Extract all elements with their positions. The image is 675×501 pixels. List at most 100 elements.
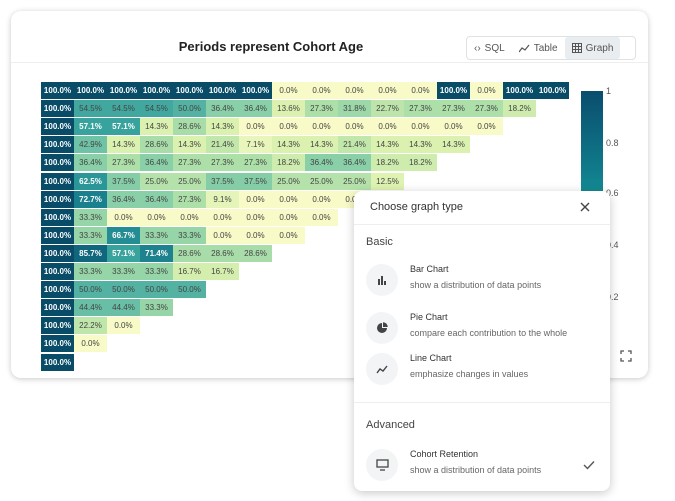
line-chart-option[interactable]: Line Chart emphasize changes in values (354, 349, 610, 389)
heatmap-cell: 36.4% (305, 154, 338, 172)
sql-tab-label: SQL (484, 42, 505, 54)
heatmap-cell: 100.0% (41, 118, 74, 136)
heatmap-cell: 14.3% (437, 136, 470, 154)
sql-tab[interactable]: ‹› SQL (467, 37, 512, 59)
heatmap-cell: 27.3% (173, 154, 206, 172)
heatmap-cell: 57.1% (74, 118, 107, 136)
heatmap-cell: 14.3% (107, 136, 140, 154)
close-icon[interactable] (578, 200, 592, 214)
heatmap-cell: 0.0% (239, 226, 272, 244)
heatmap-cell: 100.0% (41, 281, 74, 299)
heatmap-cell: 42.9% (74, 136, 107, 154)
heatmap-cell: 0.0% (305, 118, 338, 136)
heatmap-cell: 0.0% (107, 317, 140, 335)
heatmap-cell: 14.3% (305, 136, 338, 154)
heatmap-cell: 27.3% (206, 154, 239, 172)
heatmap-cell: 100.0% (41, 244, 74, 262)
heatmap-cell: 100.0% (173, 82, 206, 99)
heatmap-cell: 22.7% (371, 100, 404, 118)
card-header-divider (11, 62, 648, 63)
heatmap-cell: 85.7% (74, 244, 107, 262)
heatmap-cell: 100.0% (107, 82, 140, 99)
heatmap-cell: 100.0% (41, 317, 74, 335)
heatmap-cell: 14.3% (206, 118, 239, 136)
heatmap-cell: 50.0% (74, 281, 107, 299)
heatmap-cell: 100.0% (239, 82, 272, 99)
heatmap-cell: 0.0% (173, 208, 206, 226)
heatmap-cell: 0.0% (404, 118, 437, 136)
heatmap-cell: 54.5% (140, 100, 173, 118)
heatmap-cell: 33.3% (74, 263, 107, 280)
heatmap-cell: 7.1% (239, 136, 272, 154)
popover-divider (354, 402, 610, 403)
heatmap-cell: 0.0% (338, 82, 371, 99)
heatmap-cell: 14.3% (173, 136, 206, 154)
heatmap-cell: 54.5% (74, 100, 107, 118)
heatmap-cell: 36.4% (206, 100, 239, 118)
bar-chart-option[interactable]: Bar Chart show a distribution of data po… (354, 260, 610, 300)
heatmap-cell: 36.4% (140, 154, 173, 172)
colorbar-tick-label: 0.2 (606, 292, 619, 302)
heatmap-cell: 33.3% (140, 263, 173, 280)
colorbar-tick-label: 0.8 (606, 138, 619, 148)
heatmap-cell: 100.0% (41, 226, 74, 244)
heatmap-cell: 0.0% (272, 208, 305, 226)
heatmap-cell: 25.0% (338, 172, 371, 190)
heatmap-cell: 14.3% (371, 136, 404, 154)
chart-title: Periods represent Cohort Age (178, 39, 364, 54)
heatmap-cell: 0.0% (305, 208, 338, 226)
heatmap-cell: 0.0% (371, 82, 404, 99)
heatmap-cell: 0.0% (305, 82, 338, 99)
line-chart-title: Line Chart (410, 353, 452, 363)
heatmap-cell: 14.3% (272, 136, 305, 154)
heatmap-cell: 27.3% (173, 190, 206, 208)
heatmap-cell: 33.3% (74, 226, 107, 244)
popover-header: Choose graph type (354, 191, 610, 225)
graph-tab[interactable]: Graph (564, 37, 621, 59)
line-chart-desc: emphasize changes in values (410, 369, 529, 379)
pie-chart-option[interactable]: Pie Chart compare each contribution to t… (354, 308, 610, 348)
heatmap-cell: 27.3% (404, 100, 437, 118)
heatmap-cell: 66.7% (107, 226, 140, 244)
heatmap-cell: 0.0% (272, 82, 305, 99)
heatmap-cell: 9.1% (206, 190, 239, 208)
heatmap-cell: 100.0% (41, 82, 74, 99)
heatmap-cell: 100.0% (206, 82, 239, 99)
heatmap-cell: 31.8% (338, 100, 371, 118)
heatmap-cell: 18.2% (272, 154, 305, 172)
heatmap-cell: 37.5% (107, 172, 140, 190)
heatmap-cell: 0.0% (239, 190, 272, 208)
bar-chart-icon (366, 264, 398, 296)
heatmap-cell: 57.1% (107, 118, 140, 136)
pie-chart-desc: compare each contribution to the whole (410, 328, 568, 338)
heatmap-cell: 0.0% (404, 82, 437, 99)
heatmap-cell: 100.0% (536, 82, 569, 99)
heatmap-cell: 0.0% (371, 118, 404, 136)
expand-icon[interactable] (620, 350, 632, 362)
cohort-retention-option[interactable]: Cohort Retention show a distribution of … (354, 445, 610, 485)
table-tab[interactable]: Table (512, 37, 565, 59)
heatmap-cell: 0.0% (305, 190, 338, 208)
heatmap-cell: 28.6% (239, 244, 272, 262)
heatmap-cell: 100.0% (41, 190, 74, 208)
colorbar-tick-label: 1 (606, 86, 612, 96)
heatmap-cell: 18.2% (404, 154, 437, 172)
cohort-retention-title: Cohort Retention (410, 449, 479, 459)
heatmap-cell: 100.0% (503, 82, 536, 99)
heatmap-cell: 100.0% (74, 82, 107, 99)
heatmap-cell: 100.0% (41, 100, 74, 118)
bar-chart-title: Bar Chart (410, 264, 449, 274)
heatmap-cell: 100.0% (41, 154, 74, 172)
heatmap-cell: 22.2% (74, 317, 107, 335)
pie-chart-icon (366, 312, 398, 344)
heatmap-cell: 62.5% (74, 172, 107, 190)
heatmap-cell: 18.2% (371, 154, 404, 172)
colorbar-tick-label: 0.6 (606, 188, 619, 198)
heatmap-cell: 33.3% (140, 226, 173, 244)
heatmap-cell: 12.5% (371, 172, 404, 190)
heatmap-cell: 50.0% (140, 281, 173, 299)
heatmap-cell: 25.0% (173, 172, 206, 190)
heatmap-cell: 33.3% (173, 226, 206, 244)
heatmap-cell: 25.0% (305, 172, 338, 190)
heatmap-cell: 72.7% (74, 190, 107, 208)
